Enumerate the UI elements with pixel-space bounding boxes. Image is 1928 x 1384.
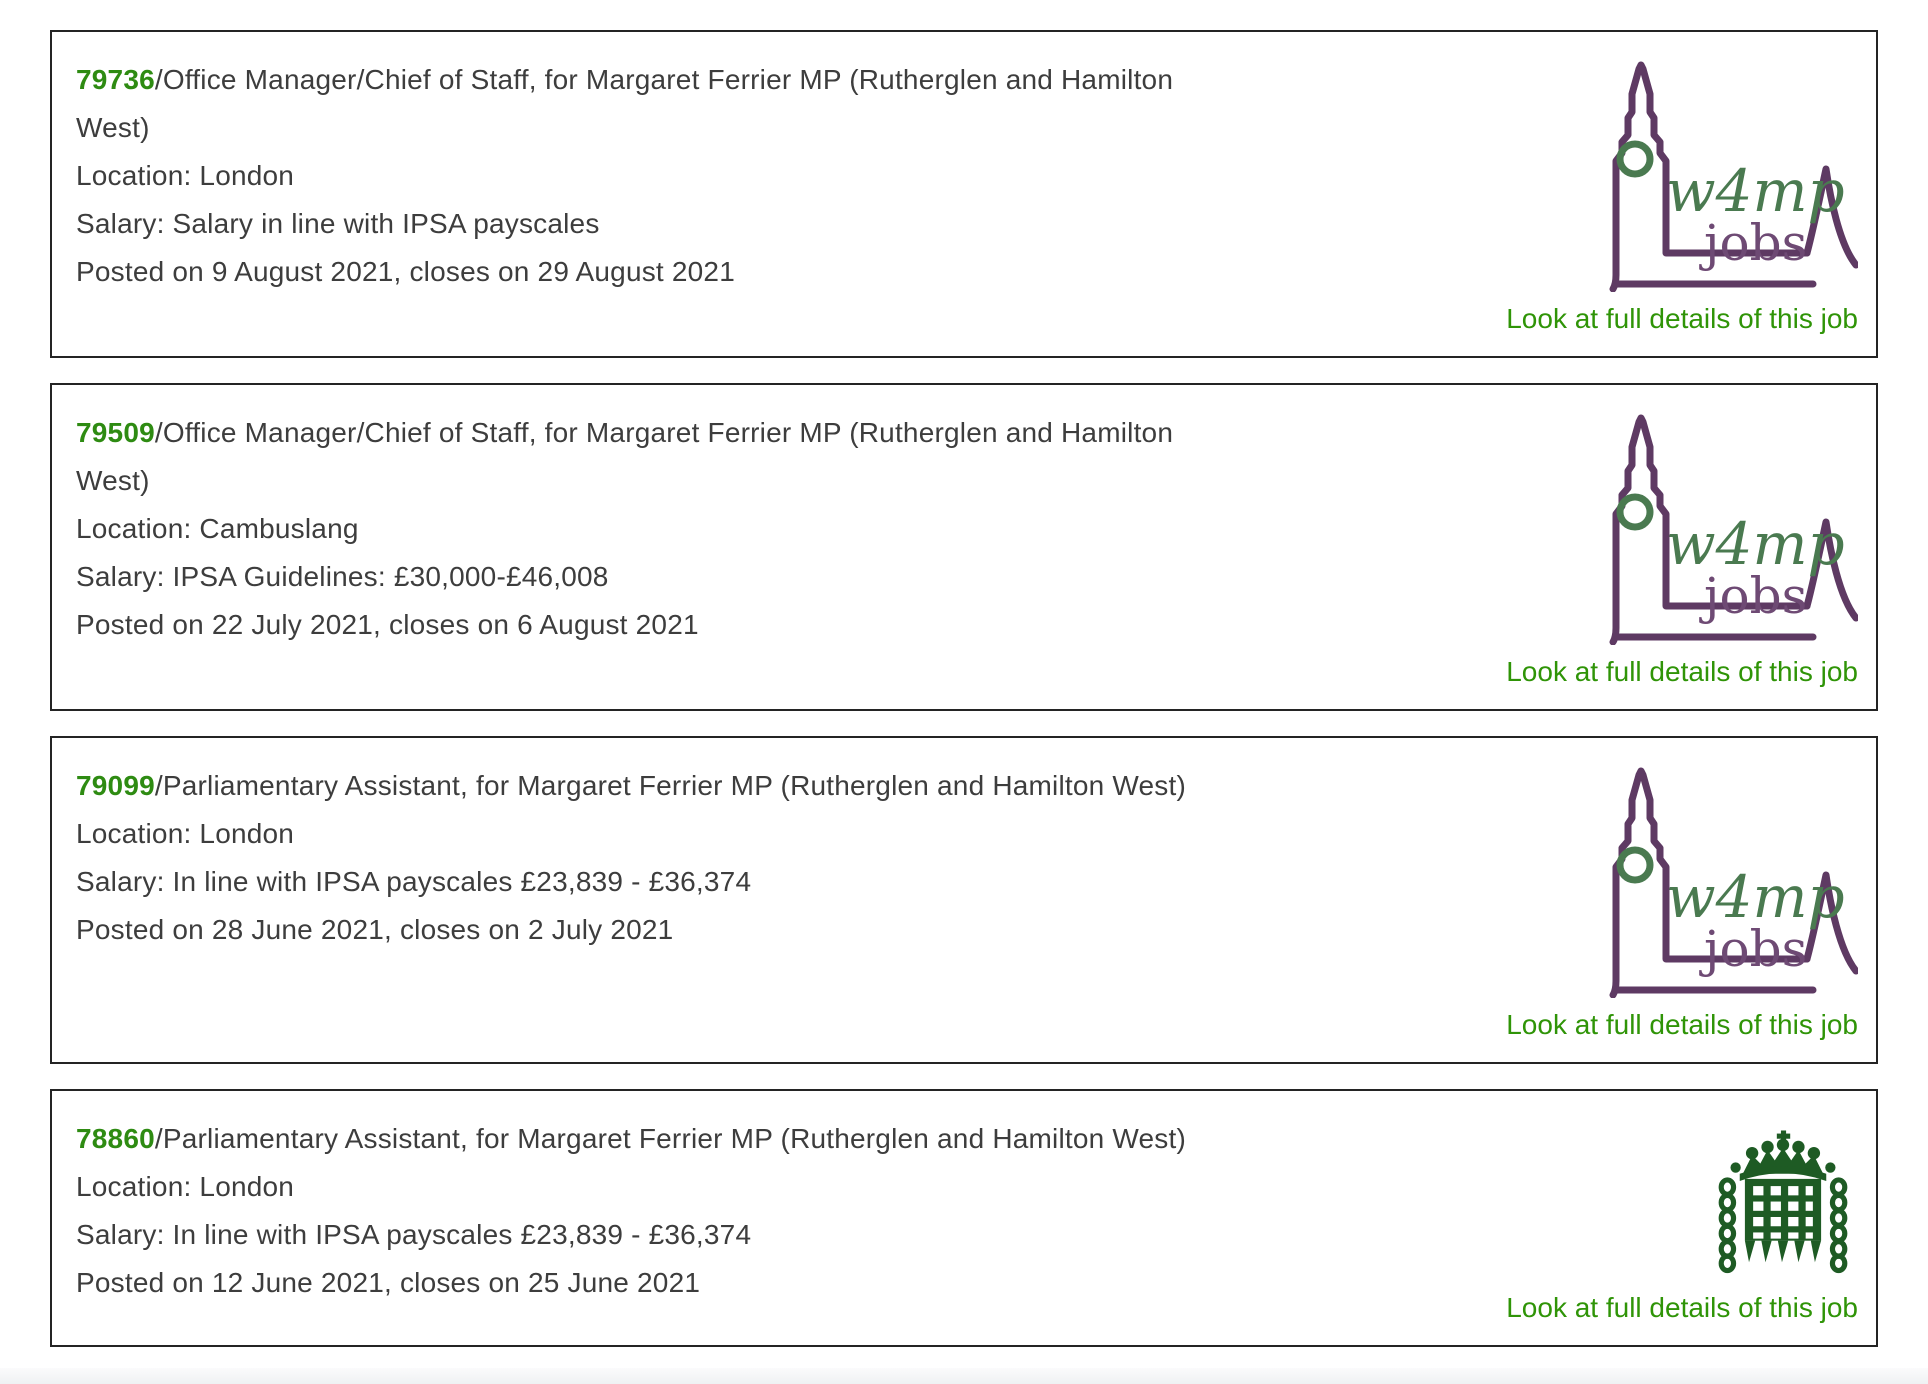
job-title-text: /Parliamentary Assistant, for Margaret F… [154,1123,1186,1154]
job-title-text: /Parliamentary Assistant, for Margaret F… [154,770,1186,801]
job-details: 79509/Office Manager/Chief of Staff, for… [76,409,1226,649]
job-dates: Posted on 9 August 2021, closes on 29 Au… [76,256,735,287]
job-card-right: Look at full details of this job [1428,1115,1858,1327]
job-card: 79509/Office Manager/Chief of Staff, for… [50,383,1878,711]
full-details-link[interactable]: Look at full details of this job [1506,656,1858,687]
w4mp-jobs-word: jobs [1699,567,1807,625]
job-dates: Posted on 12 June 2021, closes on 25 Jun… [76,1267,701,1298]
page-bottom-strip [0,1368,1928,1384]
w4mp-jobs-word: jobs [1699,214,1807,272]
job-card: 79099/Parliamentary Assistant, for Marga… [50,736,1878,1064]
w4mp-logo-word: w4mp [1666,510,1845,578]
job-id-link[interactable]: 79736 [76,64,155,95]
portcullis-logo [1714,1119,1852,1281]
job-details: 79736/Office Manager/Chief of Staff, for… [76,56,1226,296]
job-salary: Salary: In line with IPSA payscales £23,… [76,866,752,897]
w4mp-jobs-logo: w4mp jobs [1608,409,1858,645]
job-salary: Salary: Salary in line with IPSA payscal… [76,208,600,239]
w4mp-logo-word: w4mp [1666,157,1845,225]
job-location: Location: Cambuslang [76,513,359,544]
job-dates: Posted on 22 July 2021, closes on 6 Augu… [76,609,699,640]
job-card: 79736/Office Manager/Chief of Staff, for… [50,30,1878,358]
full-details-link[interactable]: Look at full details of this job [1506,1292,1858,1323]
job-card-right: w4mp jobs Look at full details of this j… [1428,56,1858,338]
full-details-link[interactable]: Look at full details of this job [1506,303,1858,334]
job-title: 78860/Parliamentary Assistant, for Marga… [76,1115,1186,1163]
job-card-right: w4mp jobs Look at full details of this j… [1428,409,1858,691]
job-title: 79736/Office Manager/Chief of Staff, for… [76,56,1226,152]
job-title: 79509/Office Manager/Chief of Staff, for… [76,409,1226,505]
job-title-text: /Office Manager/Chief of Staff, for Marg… [76,64,1174,143]
job-id-link[interactable]: 79099 [76,770,155,801]
job-card: 78860/Parliamentary Assistant, for Marga… [50,1089,1878,1347]
job-id-link[interactable]: 79509 [76,417,155,448]
job-salary: Salary: IPSA Guidelines: £30,000-£46,008 [76,561,609,592]
full-details-link[interactable]: Look at full details of this job [1506,1009,1858,1040]
job-salary: Salary: In line with IPSA payscales £23,… [76,1219,752,1250]
job-details: 78860/Parliamentary Assistant, for Marga… [76,1115,1186,1307]
job-title: 79099/Parliamentary Assistant, for Marga… [76,762,1186,810]
w4mp-logo-word: w4mp [1666,863,1845,931]
job-details: 79099/Parliamentary Assistant, for Marga… [76,762,1186,954]
job-title-text: /Office Manager/Chief of Staff, for Marg… [76,417,1174,496]
w4mp-jobs-logo: w4mp jobs [1608,762,1858,998]
job-list: 79736/Office Manager/Chief of Staff, for… [50,30,1878,1347]
job-id-link[interactable]: 78860 [76,1123,155,1154]
w4mp-jobs-word: jobs [1699,920,1807,978]
job-card-right: w4mp jobs Look at full details of this j… [1428,762,1858,1044]
job-location: Location: London [76,818,295,849]
job-location: Location: London [76,1171,295,1202]
job-location: Location: London [76,160,295,191]
w4mp-jobs-logo: w4mp jobs [1608,56,1858,292]
job-dates: Posted on 28 June 2021, closes on 2 July… [76,914,674,945]
